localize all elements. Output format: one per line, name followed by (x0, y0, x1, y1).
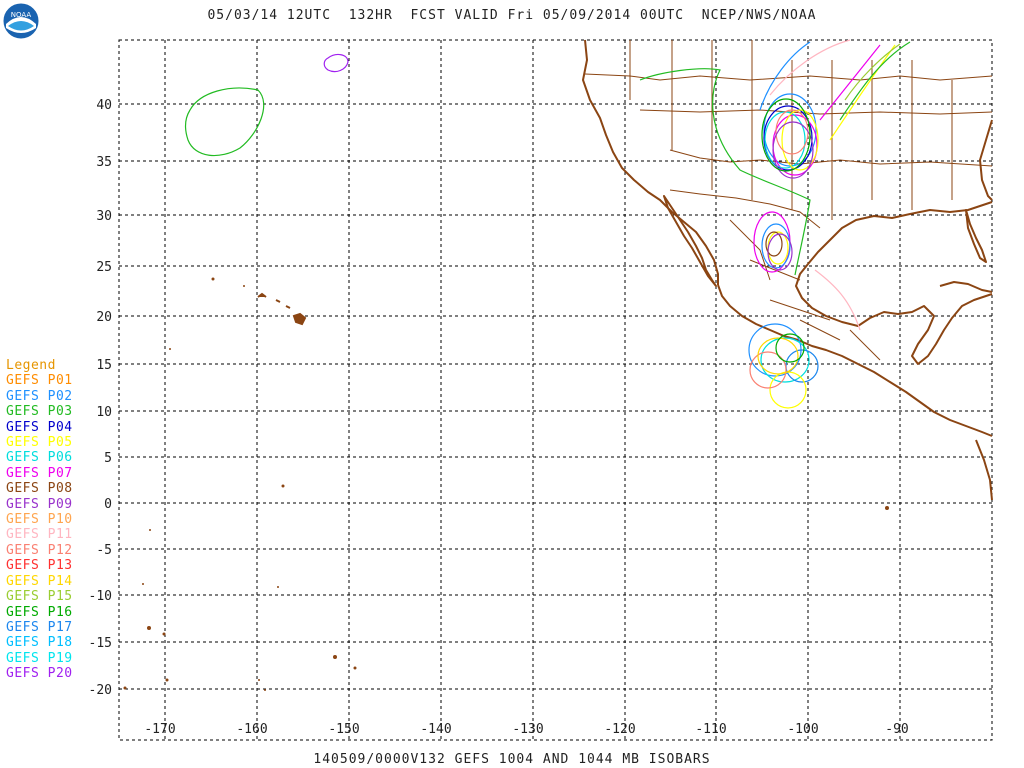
contour-p06-pacific (760, 337, 810, 383)
contour-p05-plains (781, 109, 819, 171)
legend-entry: GEFS P17 (6, 619, 73, 635)
plot-frame (118, 39, 993, 741)
contour-north-lines-b (819, 44, 881, 121)
contour-p05-pacific (769, 371, 807, 409)
florida (965, 209, 987, 263)
lat-label: 20 (96, 310, 112, 325)
legend-entry: GEFS P15 (6, 589, 73, 605)
gulf-coast (795, 201, 993, 365)
map-title: 05/03/14 12UTC 132HR FCST VALID Fri 05/0… (207, 8, 817, 23)
lon-label: -90 (885, 722, 908, 737)
lon-label: -110 (695, 722, 726, 737)
legend-entry: GEFS P08 (6, 481, 73, 497)
contour-p09-mexico (767, 233, 793, 271)
lat-labels: 40 35 30 25 20 15 10 5 0 -5 -10 -15 -20 (89, 98, 112, 698)
legend-title: Legend (6, 358, 56, 373)
lon-label: -130 (512, 722, 543, 737)
lat-label: -20 (89, 683, 112, 698)
contour-north-lines-e (769, 39, 851, 96)
contour-p02-mexico (761, 223, 791, 269)
hawaii-islands (257, 292, 307, 326)
lat-label: 25 (96, 260, 112, 275)
contour-p11-pink (814, 269, 861, 331)
cuba (939, 281, 993, 293)
legend-entry: GEFS P03 (6, 404, 73, 420)
contour-p03-trough (639, 68, 811, 276)
contour-p03-north-pacific (184, 87, 265, 157)
contour-north-lines-d (839, 41, 911, 121)
lat-label: -5 (96, 543, 112, 558)
legend-entry: GEFS P09 (6, 496, 73, 512)
legend-entry: GEFS P04 (6, 419, 73, 435)
lat-label: 15 (96, 358, 112, 373)
legend: Legend GEFS P01 GEFS P02 GEFS P03 GEFS P04 G… (6, 358, 73, 682)
lon-label: -170 (144, 722, 175, 737)
contour-p05-mexico (767, 231, 789, 265)
lon-label: -150 (328, 722, 359, 737)
legend-entry: GEFS P02 (6, 388, 73, 404)
contour-p04-plains (763, 105, 813, 171)
baja-california (663, 195, 717, 287)
east-coast (979, 119, 993, 201)
legend-entry: GEFS P19 (6, 650, 73, 666)
lat-label: 10 (96, 405, 112, 420)
legend-entry: GEFS P12 (6, 542, 73, 558)
lon-label: -120 (604, 722, 635, 737)
coastlines (582, 39, 993, 501)
contour-p16-plains (761, 98, 811, 172)
legend-entry: GEFS P05 (6, 435, 73, 451)
lon-label: -100 (787, 722, 818, 737)
legend-entry: GEFS P13 (6, 558, 73, 574)
legend-entry: GEFS P20 (6, 666, 73, 682)
mexico-pacific-coast (717, 284, 993, 437)
lat-label: -15 (89, 636, 112, 651)
legend-entry: GEFS P14 (6, 573, 73, 589)
contour-p09-plains (772, 121, 814, 179)
svg-text:NOAA: NOAA (11, 11, 32, 19)
legend-entry: GEFS P16 (6, 604, 73, 620)
lon-label: -140 (420, 722, 451, 737)
legend-entry: GEFS P18 (6, 635, 73, 651)
south-america-edge (975, 439, 993, 501)
legend-entry: GEFS P11 (6, 527, 73, 543)
lat-label: 35 (96, 155, 112, 170)
legend-entry: GEFS P01 (6, 373, 73, 389)
political-borders (584, 40, 993, 361)
contour-north-lines-f (844, 43, 901, 101)
lat-label: 40 (96, 98, 112, 113)
legend-entry: GEFS P10 (6, 512, 73, 528)
contour-p06-plains (764, 111, 806, 169)
contour-p20-north-pacific (323, 53, 349, 73)
contour-p02-plains (763, 93, 817, 167)
legend-entry: GEFS P07 (6, 465, 73, 481)
contour-north-lines-c (829, 44, 896, 141)
noaa-logo: NOAA (2, 2, 40, 40)
contour-p16-pacific (775, 333, 805, 363)
contour-p08-mexico (765, 231, 783, 257)
isobar-contours (184, 39, 911, 409)
lon-labels: -170 -160 -150 -140 -130 -120 -110 -100 … (144, 722, 908, 737)
contour-north-lines-a (759, 41, 811, 111)
lat-label: 5 (104, 451, 112, 466)
contour-p14-pacific (757, 337, 799, 375)
lat-label: 30 (96, 209, 112, 224)
north-america-west-coast (582, 39, 719, 285)
small-islands (123, 277, 889, 691)
lat-label: 0 (104, 497, 112, 512)
legend-entry: GEFS P06 (6, 450, 73, 466)
gridlines (119, 40, 992, 740)
contour-p12-pacific (749, 351, 787, 389)
lat-label: -10 (89, 589, 112, 604)
map-footer: 140509/0000V132 GEFS 1004 AND 1044 MB IS… (313, 752, 711, 767)
lon-label: -160 (236, 722, 267, 737)
